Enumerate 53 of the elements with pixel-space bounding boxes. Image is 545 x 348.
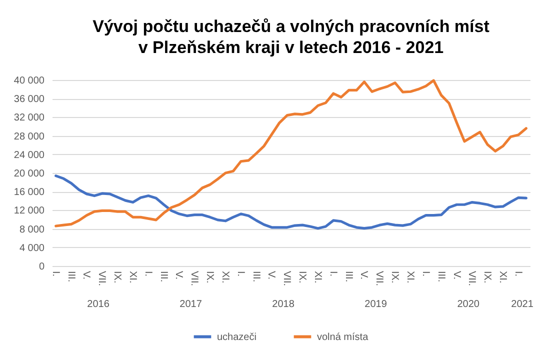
text: 2018 — [272, 299, 295, 310]
x-tick-label: I. — [142, 271, 154, 277]
legend-label: uchazeči — [217, 332, 256, 343]
x-tick-label: III. — [342, 271, 354, 282]
x-tick-label: XI. — [126, 271, 138, 284]
y-tick-label: 24 000 — [14, 150, 45, 161]
x-tick-label: XI. — [219, 271, 230, 284]
x-tick-label: III. — [65, 271, 76, 282]
x-tick-label: III. — [158, 271, 169, 282]
x-tick-label: IX. — [389, 271, 400, 284]
text: 2017 — [180, 299, 202, 310]
line-series — [54, 79, 528, 228]
x-tick-label: III. — [250, 271, 262, 282]
x-tick-label: I. — [50, 271, 61, 277]
line-series — [54, 174, 528, 230]
y-tick-label: 0 — [38, 262, 45, 272]
x-tick-label: I. — [327, 271, 338, 277]
x-tick-label: V. — [358, 271, 370, 280]
x-tick-label: I. — [512, 271, 524, 277]
x-tick-label: V. — [80, 271, 92, 280]
x-tick-label: VII. — [374, 271, 385, 286]
x-tick-label: IX. — [204, 271, 216, 284]
y-tick-label: 20 000 — [14, 168, 45, 180]
x-tick-label: VII. — [281, 271, 292, 286]
x-tick-label: VII. — [466, 271, 478, 286]
x-tick-label: I. — [420, 271, 431, 277]
text: 2021 — [511, 299, 534, 310]
text: 2019 — [364, 299, 388, 310]
x-tick-label: XI. — [497, 271, 508, 284]
y-tick-label: 36 000 — [14, 94, 45, 106]
x-tick-label: VII. — [188, 271, 200, 286]
x-tick-label: V. — [266, 271, 277, 280]
x-tick-label: III. — [435, 271, 446, 282]
legend-label: volná místa — [317, 332, 369, 343]
x-tick-label: XI. — [312, 271, 323, 284]
x-tick-label: IX. — [296, 271, 308, 284]
y-tick-label: 32 000 — [14, 112, 45, 124]
x-tick-label: XI. — [404, 271, 416, 284]
text: 2020 — [457, 299, 480, 310]
text: 2016 — [87, 299, 110, 310]
x-tick-label: V. — [450, 271, 462, 280]
x-tick-label: IX. — [112, 271, 123, 284]
x-tick-label: IX. — [482, 271, 493, 284]
y-tick-label: 12 000 — [14, 206, 45, 217]
y-tick-label: 40 000 — [14, 76, 45, 86]
y-tick-label: 16 000 — [14, 187, 45, 198]
chart-title: Vývoj počtu uchazečů a volných pracovních míst v Plzeňském kraji v letech 2016 - 2021 — [92, 17, 490, 57]
y-tick-label: 4 000 — [19, 242, 45, 254]
x-tick-label: V. — [173, 271, 184, 280]
x-tick-label: VII. — [96, 271, 108, 286]
y-tick-label: 8 000 — [19, 224, 45, 236]
x-tick-label: I. — [234, 271, 246, 277]
y-tick-label: 28 000 — [14, 131, 45, 142]
